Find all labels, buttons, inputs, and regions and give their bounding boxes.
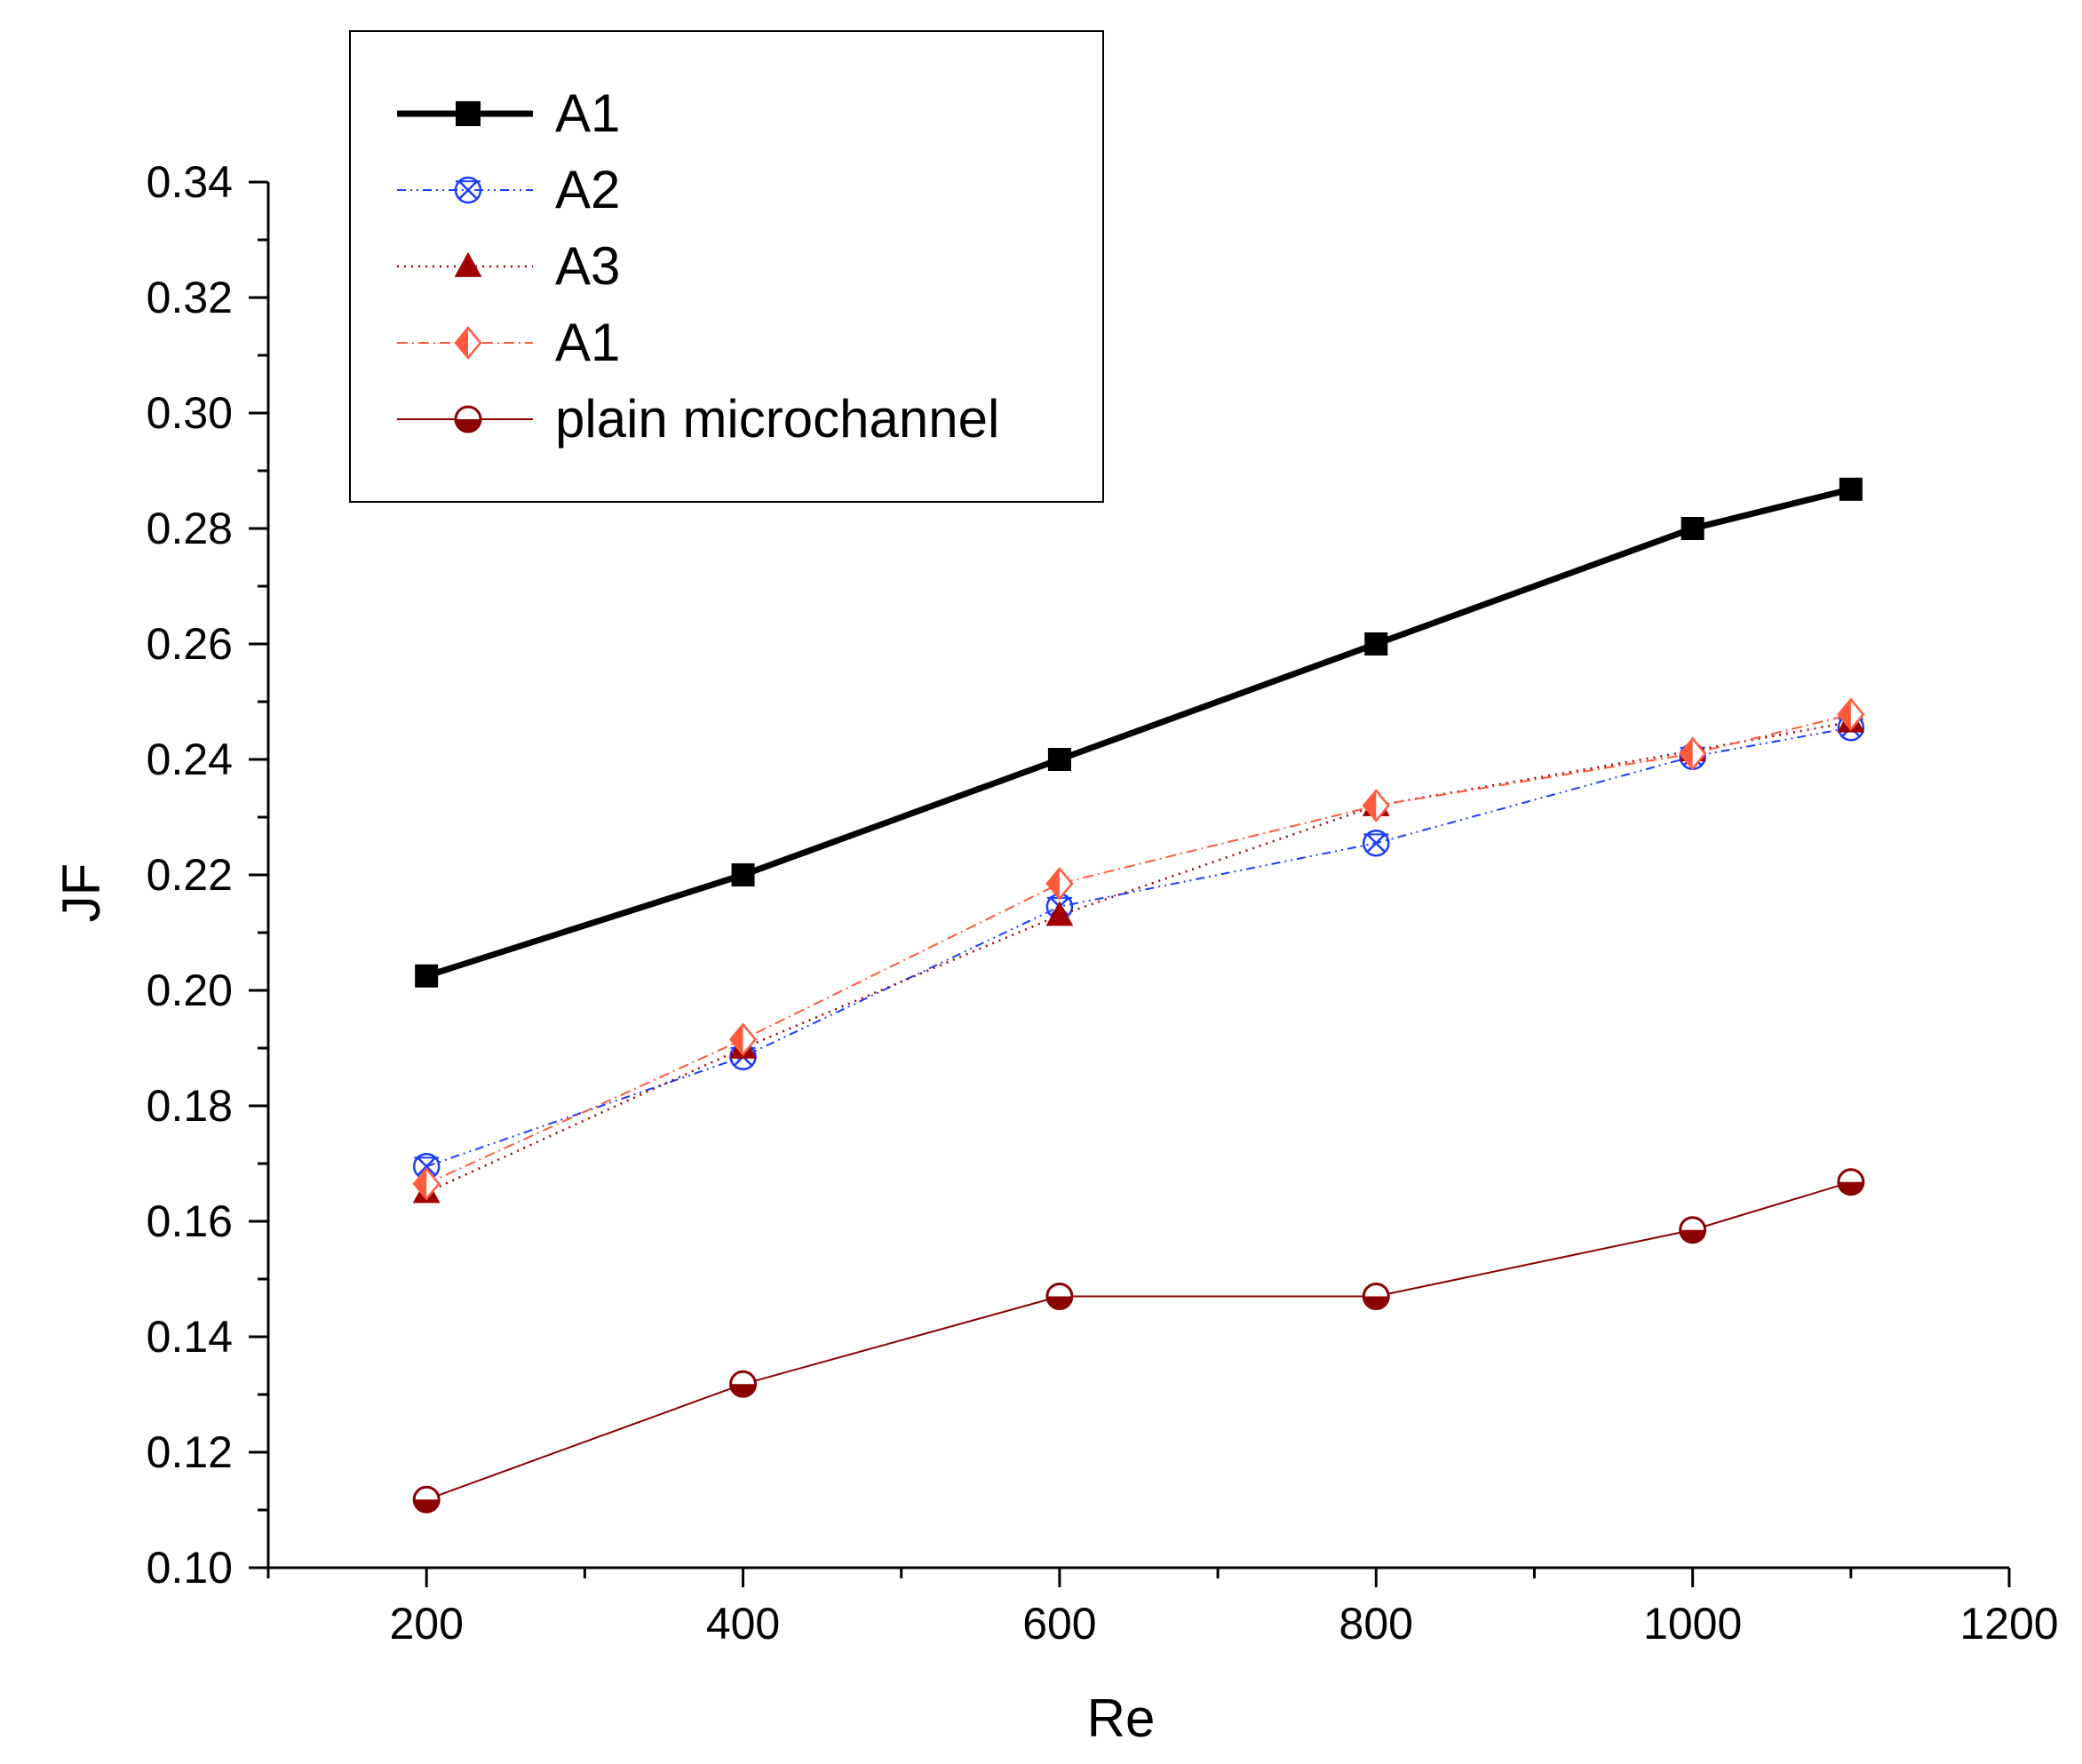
- x-axis-title: Re: [1087, 1689, 1156, 1748]
- x-tick-label: 400: [706, 1599, 780, 1649]
- legend-marker: [454, 251, 482, 277]
- y-tick-label: 0.10: [147, 1543, 233, 1593]
- legend-item: A1: [397, 313, 620, 372]
- legend-marker: [454, 405, 482, 433]
- series-line: [425, 727, 1851, 1168]
- data-point: [731, 863, 755, 886]
- y-tick-label: 0.22: [147, 850, 233, 900]
- data-point: [1045, 866, 1074, 901]
- series-3: [412, 697, 1865, 1201]
- data-point: [1045, 1283, 1074, 1310]
- y-tick-label: 0.26: [147, 619, 233, 669]
- axes: 0.10 0.12 0.14 0.16 0.18 0.20 0.22 0.24 0.26 0.28…: [52, 157, 2059, 1748]
- data-point: [1681, 517, 1705, 540]
- series-4: [412, 1168, 1865, 1514]
- legend-item: A3: [397, 236, 620, 296]
- legend-label: A1: [555, 313, 620, 372]
- y-tick-label: 0.32: [147, 273, 233, 322]
- series-line: [425, 713, 1852, 1185]
- y-tick-label: 0.14: [147, 1312, 233, 1362]
- series-line: [425, 486, 1852, 980]
- y-tick-label: 0.34: [147, 157, 233, 207]
- series-layer: [412, 477, 1865, 1514]
- data-point: [1362, 1283, 1390, 1310]
- y-tick-label: 0.16: [147, 1196, 233, 1246]
- legend-marker: [454, 326, 482, 360]
- legend: A1 A2 A3 A1 plain microchannel: [349, 30, 1104, 503]
- legend-item: A1: [397, 83, 620, 143]
- data-point: [412, 1485, 441, 1514]
- legend-marker: [454, 176, 482, 204]
- legend-item: A2: [397, 160, 620, 219]
- y-tick-label: 0.24: [147, 735, 233, 784]
- series-2: [412, 707, 1865, 1204]
- x-tick-label: 1200: [1959, 1599, 2058, 1649]
- data-point: [412, 1166, 441, 1201]
- data-point: [1045, 901, 1074, 926]
- y-tick-label: 0.20: [147, 965, 233, 1015]
- series-0: [415, 477, 1863, 988]
- data-point: [1839, 477, 1863, 501]
- data-point: [1363, 830, 1390, 857]
- data-point: [415, 964, 439, 988]
- y-tick-label: 0.18: [147, 1081, 233, 1131]
- y-tick-label: 0.12: [147, 1427, 233, 1477]
- legend-label: A1: [555, 83, 620, 143]
- legend-marker: [456, 101, 481, 126]
- data-point: [1837, 1168, 1865, 1196]
- legend-label: A2: [555, 160, 620, 219]
- data-point: [1362, 789, 1390, 822]
- data-point: [729, 1370, 758, 1398]
- data-point: [728, 1022, 758, 1057]
- data-point: [1679, 1216, 1707, 1244]
- x-tick-label: 1000: [1643, 1599, 1742, 1649]
- data-point: [1047, 748, 1071, 771]
- legend-label: plain microchannel: [555, 389, 999, 449]
- y-tick-label: 0.30: [147, 388, 233, 438]
- series-line: [425, 1180, 1852, 1501]
- x-tick-label: 600: [1022, 1599, 1096, 1649]
- data-point: [1679, 736, 1707, 771]
- data-point: [1837, 697, 1865, 732]
- y-tick-label: 0.28: [147, 504, 233, 553]
- series-1: [412, 714, 1865, 1180]
- x-tick-label: 200: [389, 1599, 463, 1649]
- y-axis-title: JF: [52, 863, 111, 923]
- data-point: [1364, 632, 1388, 656]
- legend-label: A3: [555, 236, 620, 296]
- legend-item: plain microchannel: [397, 389, 999, 449]
- x-tick-label: 800: [1339, 1599, 1413, 1649]
- series-line: [425, 720, 1852, 1194]
